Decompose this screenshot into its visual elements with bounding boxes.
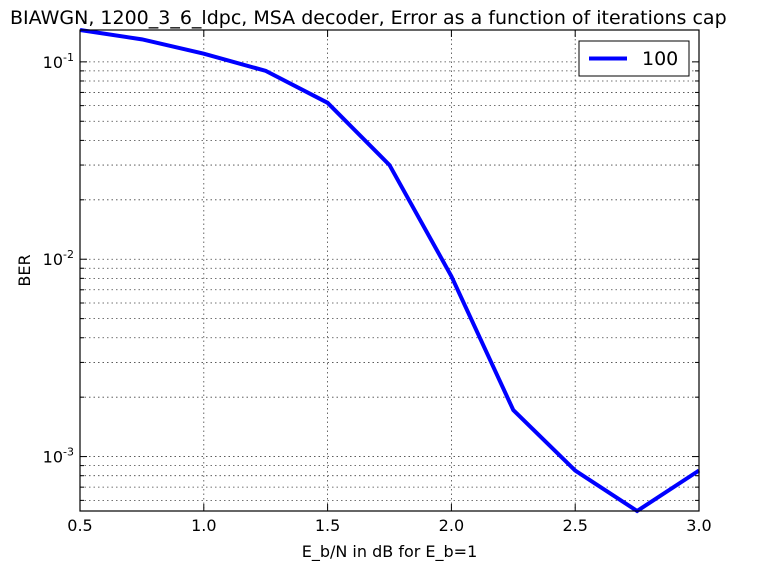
chart-title: BIAWGN, 1200_3_6_ldpc, MSA decoder, Erro… bbox=[10, 7, 727, 29]
legend: 100 bbox=[578, 40, 690, 77]
grid-lines bbox=[80, 30, 699, 511]
x-axis-ticks: 0.5 1.0 1.5 2.0 2.5 3.0 bbox=[67, 30, 712, 535]
x-tick-label: 0.5 bbox=[67, 516, 92, 535]
x-tick-label: 1.5 bbox=[315, 516, 340, 535]
x-axis-label: E_b/N in dB for E_b=1 bbox=[302, 542, 478, 562]
y-tick-label: 10-3 bbox=[43, 446, 74, 467]
legend-label: 100 bbox=[642, 48, 678, 70]
x-tick-label: 3.0 bbox=[686, 516, 711, 535]
plot-area-frame bbox=[79, 29, 700, 512]
y-axis-label: BER bbox=[15, 254, 34, 286]
x-tick-label: 1.0 bbox=[191, 516, 216, 535]
x-tick-label: 2.5 bbox=[562, 516, 587, 535]
y-axis-ticks: 10-3 10-2 10-1 bbox=[43, 51, 699, 501]
series-layer bbox=[79, 28, 701, 514]
x-tick-label: 2.0 bbox=[439, 516, 464, 535]
y-tick-label: 10-1 bbox=[43, 51, 74, 72]
y-tick-label: 10-2 bbox=[43, 248, 74, 269]
series-line-100 bbox=[79, 28, 701, 514]
